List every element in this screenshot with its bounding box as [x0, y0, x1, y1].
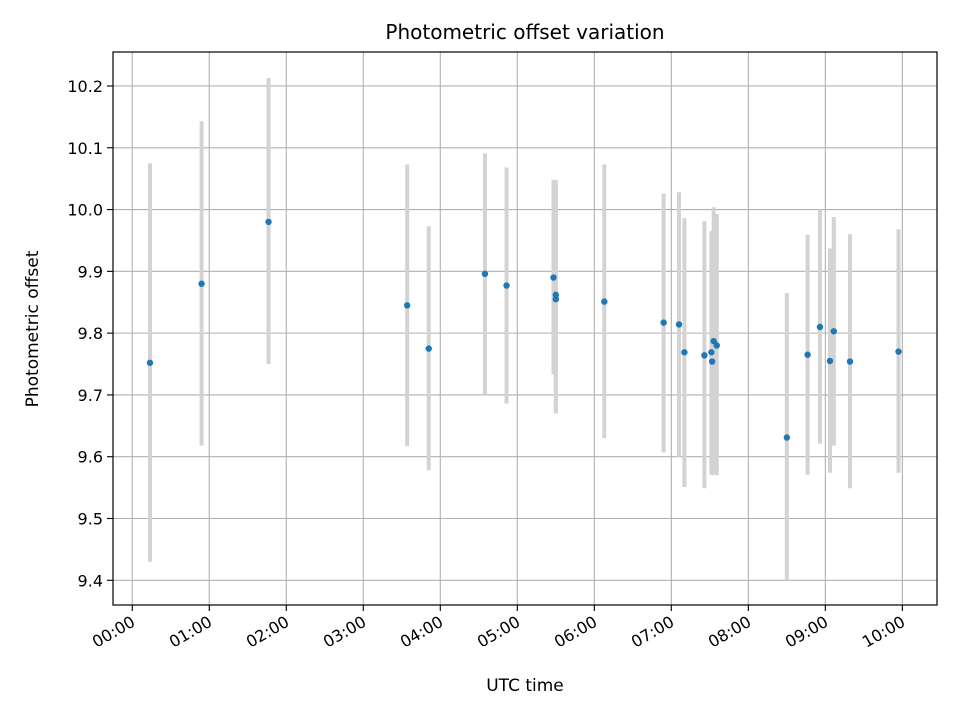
data-point — [783, 434, 791, 441]
data-point — [481, 270, 489, 278]
y-tick-label: 9.5 — [78, 509, 103, 528]
y-tick-label: 10.0 — [67, 201, 103, 220]
y-tick-label: 9.4 — [78, 571, 103, 590]
grid-lines — [113, 52, 937, 605]
y-tick-label: 9.8 — [78, 324, 103, 343]
data-point — [701, 352, 708, 359]
data-point — [708, 358, 716, 365]
data-point — [425, 345, 432, 352]
data-point — [503, 282, 510, 289]
data-point — [804, 351, 811, 358]
x-axis-label: UTC time — [486, 676, 564, 696]
data-point — [552, 295, 560, 303]
data-point — [660, 319, 667, 326]
data-point — [895, 348, 902, 355]
data-point — [713, 342, 720, 349]
y-tick-label: 9.9 — [78, 262, 103, 281]
data-point — [550, 274, 557, 281]
chart-title: Photometric offset variation — [385, 20, 664, 44]
data-point — [681, 349, 688, 356]
plot-frame — [112, 51, 938, 606]
y-tick-label: 10.1 — [67, 139, 103, 158]
data-point — [816, 323, 824, 331]
data-point — [146, 359, 154, 366]
data-point — [846, 358, 854, 365]
data-point — [198, 280, 205, 287]
y-axis-ticks: 9.4 9.5 9.6 9.7 9.8 9.9 10.0 10.1 10.2 — [67, 77, 113, 590]
data-point — [601, 298, 608, 305]
data-point — [708, 349, 715, 356]
y-tick-label: 9.7 — [78, 386, 103, 405]
data-point — [265, 218, 272, 226]
data-point — [403, 302, 411, 309]
data-point — [830, 328, 838, 335]
data-point — [675, 321, 683, 328]
y-axis-label: Photometric offset — [23, 250, 43, 407]
y-tick-label: 9.6 — [78, 448, 103, 467]
data-points — [146, 218, 902, 441]
y-tick-label: 10.2 — [67, 77, 103, 96]
data-point — [826, 357, 834, 365]
